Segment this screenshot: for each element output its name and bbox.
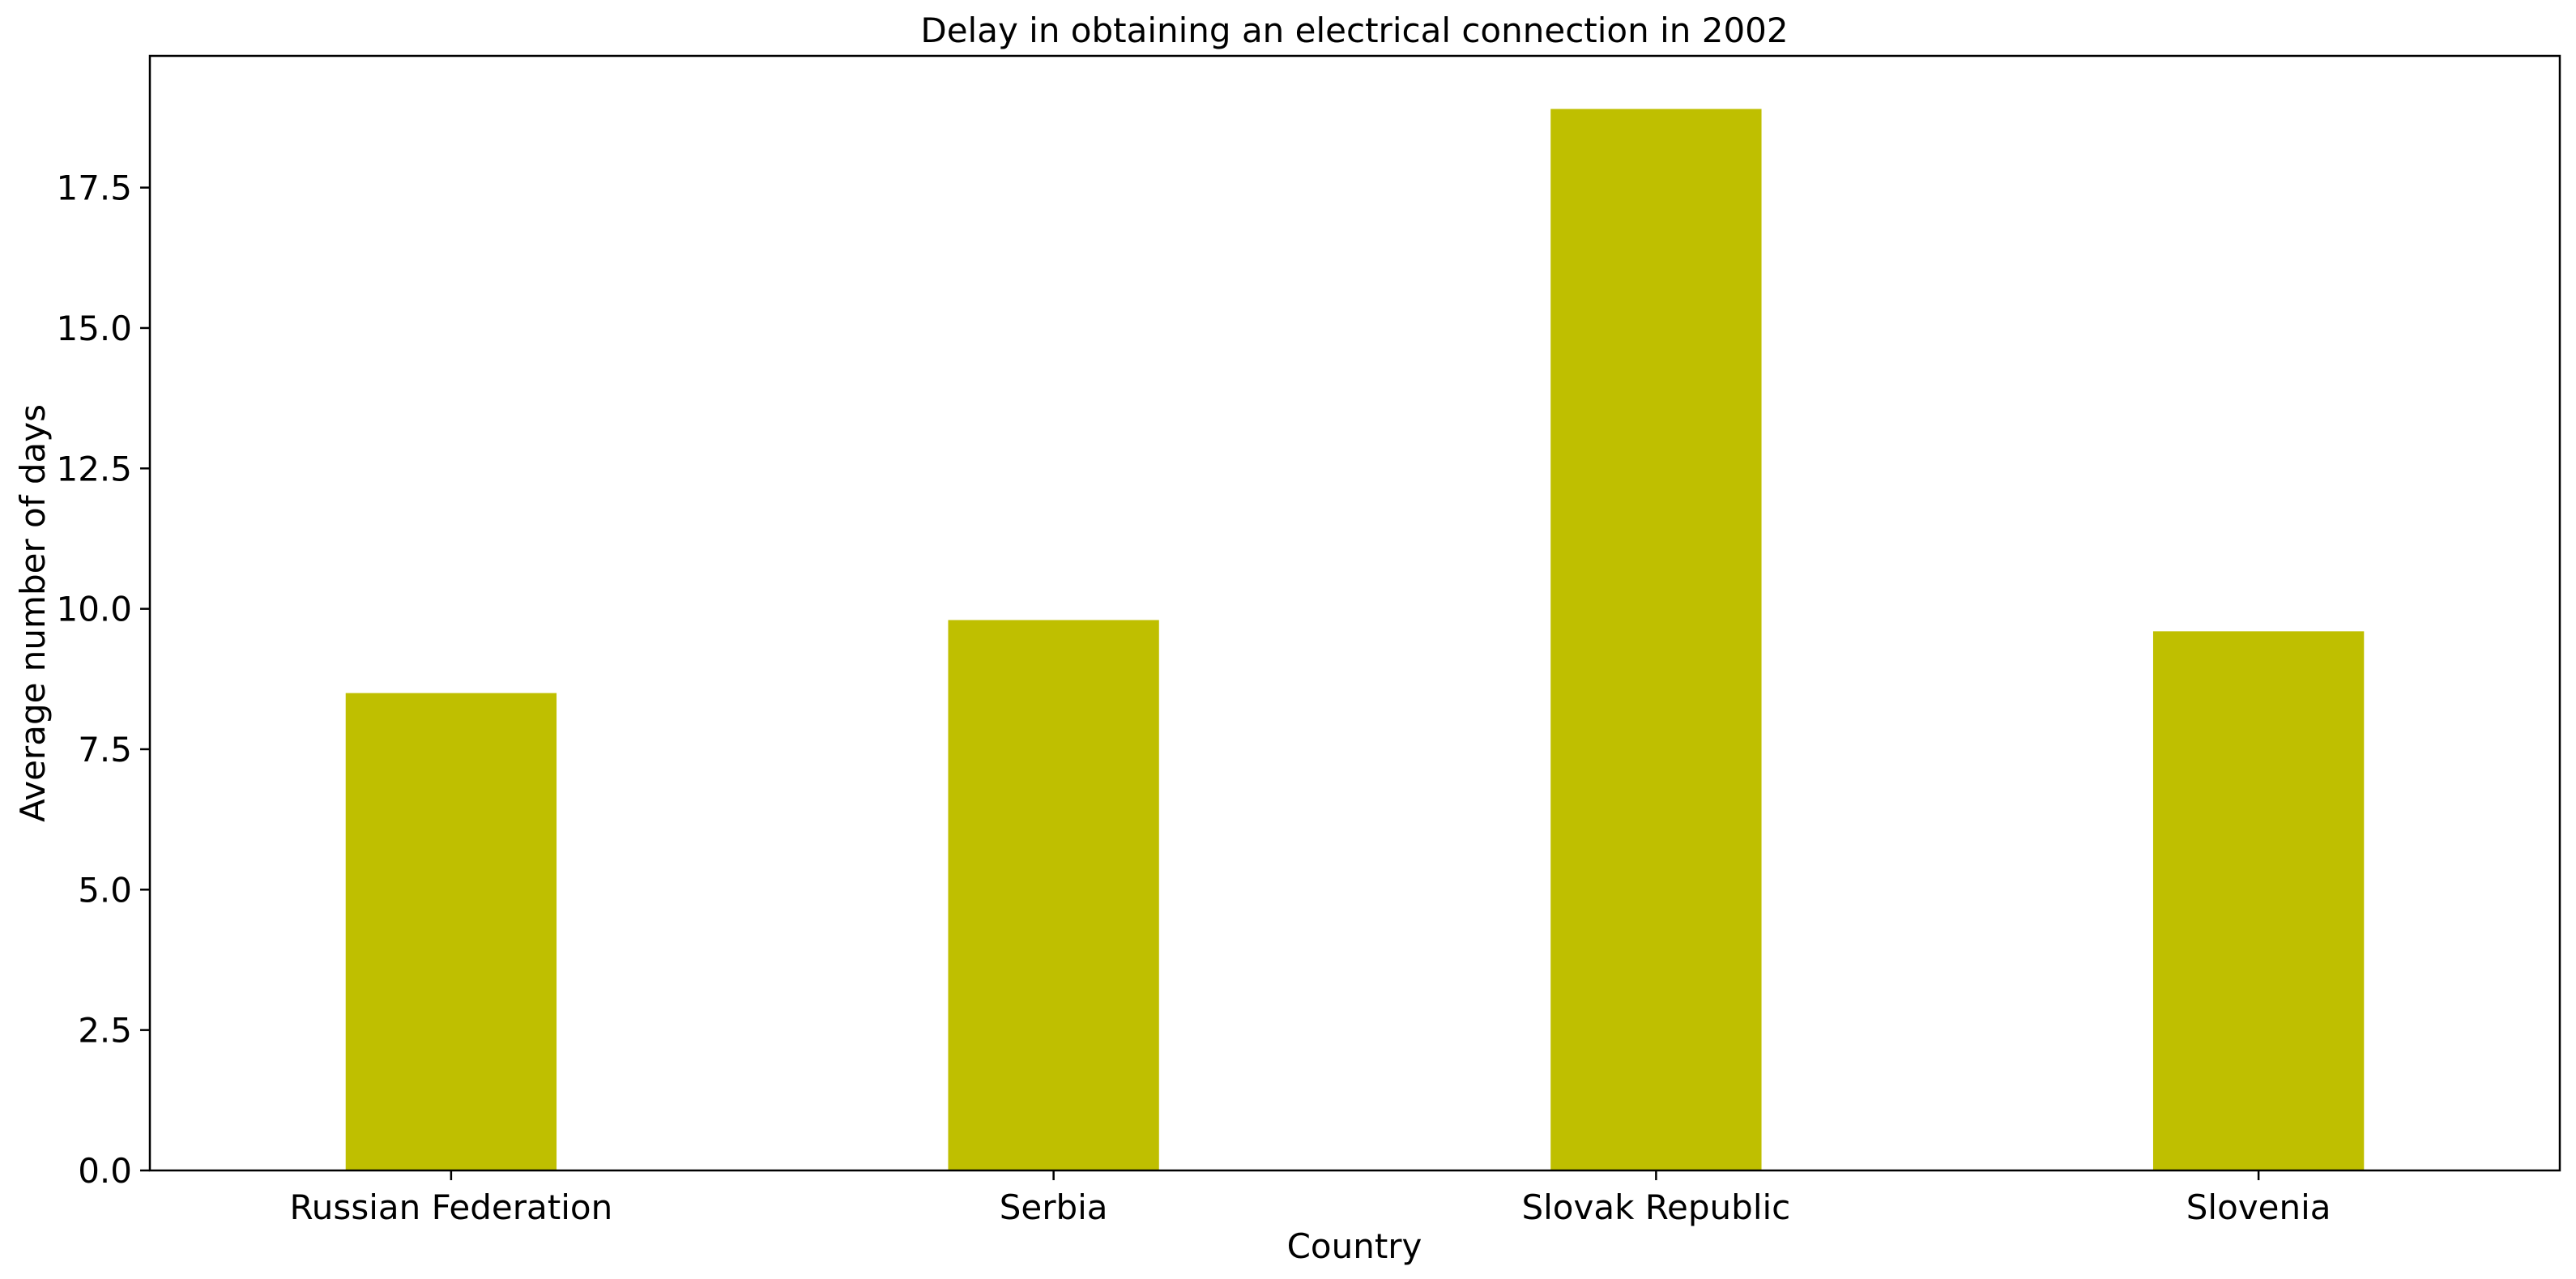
y-tick-label: 2.5 <box>78 1011 132 1051</box>
y-tick-label: 0.0 <box>78 1151 132 1191</box>
x-tick-label: Russian Federation <box>290 1187 613 1227</box>
y-tick-label: 15.0 <box>56 309 132 348</box>
y-axis: 0.0 2.5 5.0 7.5 10.0 12.5 15.0 17.5 <box>56 168 150 1191</box>
x-tick-label: Serbia <box>1000 1187 1108 1227</box>
y-tick-label: 12.5 <box>56 449 132 488</box>
bar-slovenia <box>2152 631 2365 1170</box>
x-axis-title: Country <box>1287 1226 1422 1266</box>
bar-slovak-republic <box>1550 109 1762 1170</box>
bar-russian-federation <box>345 693 557 1170</box>
y-axis-title: Average number of days <box>13 404 53 822</box>
bars-layer <box>345 109 2365 1170</box>
y-tick-label: 5.0 <box>78 870 132 910</box>
y-tick-label: 10.0 <box>56 590 132 629</box>
chart-title: Delay in obtaining an electrical connect… <box>920 11 1788 50</box>
y-tick-label: 7.5 <box>78 730 132 770</box>
x-axis: Russian Federation Serbia Slovak Republic S… <box>290 1170 2331 1227</box>
plot-frame <box>148 54 2561 1172</box>
y-tick-label: 17.5 <box>56 168 132 208</box>
x-tick-label: Slovenia <box>2186 1187 2331 1227</box>
x-tick-label: Slovak Republic <box>1521 1187 1790 1227</box>
bar-serbia <box>948 620 1159 1170</box>
